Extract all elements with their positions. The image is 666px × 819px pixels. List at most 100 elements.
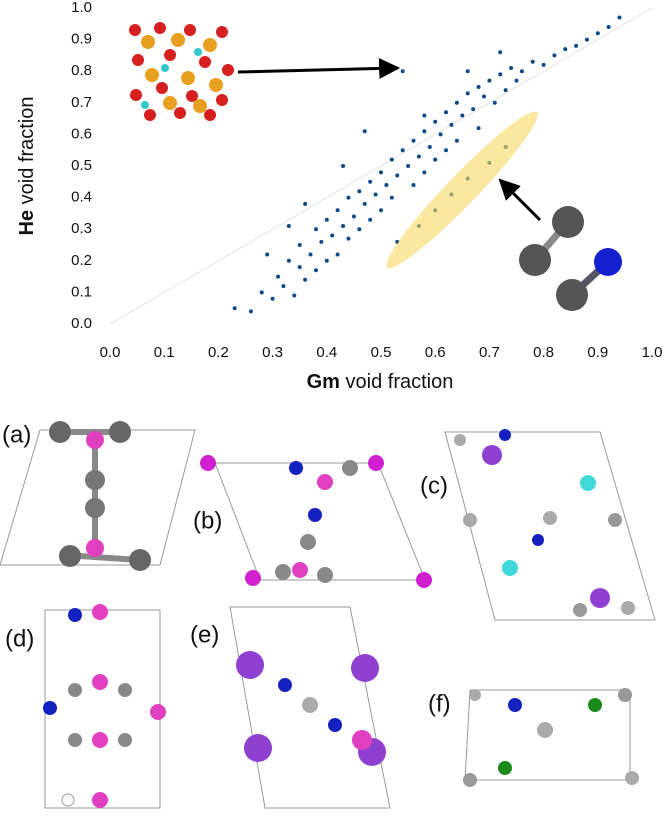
point	[400, 148, 405, 153]
point	[449, 122, 454, 127]
scatter-points	[232, 15, 622, 314]
x-tick-label: 0.9	[587, 344, 608, 361]
y-tick-label: 0.0	[71, 315, 92, 332]
point	[487, 78, 492, 83]
point	[498, 50, 503, 55]
point	[248, 309, 253, 314]
x-tick-label: 0.3	[262, 344, 283, 361]
point	[574, 43, 579, 48]
y-tick-label: 0.1	[71, 283, 92, 300]
point	[498, 72, 503, 77]
point	[286, 224, 291, 229]
point	[379, 208, 383, 213]
point	[411, 182, 416, 187]
panel-label: (c)	[420, 472, 448, 499]
point	[281, 284, 286, 289]
point	[276, 274, 281, 279]
point	[584, 37, 589, 42]
point	[492, 100, 497, 105]
point	[330, 233, 335, 238]
arrow	[498, 178, 542, 222]
point	[476, 126, 481, 131]
point	[319, 239, 324, 244]
point	[595, 31, 600, 36]
y-tick-label: 0.8	[71, 62, 92, 79]
x-tick-label: 0.7	[479, 344, 500, 361]
x-label-bold: Gm	[307, 371, 340, 393]
x-label-text: void fraction	[346, 371, 454, 393]
point	[335, 252, 340, 257]
x-tick-label: 0.0	[100, 344, 121, 361]
y-tick-label: 0.5	[71, 157, 92, 174]
point	[341, 224, 346, 229]
y-label-text: void fraction	[16, 97, 38, 205]
point	[465, 69, 470, 74]
point	[395, 173, 400, 178]
x-tick-label: 0.4	[316, 344, 337, 361]
point	[335, 208, 340, 213]
point	[362, 129, 367, 134]
point	[509, 66, 514, 71]
unit-cells	[0, 429, 656, 809]
point	[259, 290, 264, 295]
point	[406, 164, 411, 168]
point	[389, 195, 394, 200]
x-tick-label: 1.0	[642, 344, 663, 361]
point	[503, 88, 508, 93]
point	[519, 69, 524, 74]
x-tick-label: 0.8	[533, 344, 554, 361]
point	[265, 252, 270, 257]
point	[606, 24, 611, 29]
point	[303, 277, 308, 282]
point	[270, 296, 275, 301]
point	[471, 107, 476, 112]
point	[389, 157, 394, 162]
point	[362, 201, 367, 206]
point	[297, 265, 302, 270]
point	[303, 201, 308, 206]
y-tick-label: 0.3	[71, 220, 92, 237]
point	[292, 293, 297, 298]
point	[341, 164, 346, 168]
y-tick-label: 0.7	[71, 94, 92, 111]
x-axis-label: Gm void fraction	[307, 371, 454, 393]
point	[368, 179, 373, 184]
point	[444, 110, 449, 115]
point	[433, 119, 438, 124]
x-tick-label: 0.1	[154, 344, 175, 361]
point	[422, 113, 427, 118]
point	[308, 252, 313, 257]
point	[476, 85, 481, 89]
point	[411, 138, 416, 143]
point	[530, 59, 535, 64]
y-tick-label: 0.2	[71, 252, 92, 269]
point	[400, 69, 405, 74]
point	[313, 268, 318, 273]
point	[313, 227, 318, 232]
point	[357, 189, 362, 194]
panel-label: (d)	[5, 625, 34, 652]
y-tick-label: 0.4	[71, 189, 92, 206]
point	[422, 129, 427, 134]
point	[454, 138, 459, 143]
molecule-inset	[519, 206, 622, 311]
point	[357, 227, 362, 232]
point	[433, 157, 438, 162]
y-tick-label: 0.9	[71, 31, 92, 48]
arrow	[237, 57, 401, 79]
point	[422, 170, 427, 175]
x-tick-label: 0.6	[425, 344, 446, 361]
molecule-panels	[43, 421, 639, 808]
x-tick-label: 0.2	[208, 344, 229, 361]
point	[454, 100, 459, 105]
point	[481, 94, 486, 99]
y-axis-label: He void fraction	[16, 97, 38, 236]
point	[232, 306, 237, 311]
panel-label: (b)	[193, 507, 222, 534]
panel-label: (e)	[190, 621, 219, 648]
y-tick-label: 0.6	[71, 125, 92, 142]
point	[416, 154, 421, 159]
point	[563, 47, 568, 52]
panel-label: (f)	[428, 690, 451, 717]
